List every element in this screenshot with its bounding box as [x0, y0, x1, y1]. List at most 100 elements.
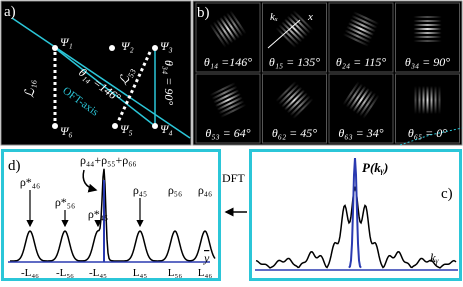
fringe	[283, 18, 306, 40]
fringe	[422, 86, 425, 114]
panel-label: a)	[4, 4, 16, 20]
panel-label: c)	[441, 186, 453, 202]
fringe	[289, 12, 311, 34]
fringe	[292, 97, 314, 120]
fringe	[413, 16, 442, 18]
fringe	[286, 15, 308, 37]
length-label: ℒ₁₆	[22, 80, 37, 98]
fringe	[220, 103, 247, 118]
fringe	[281, 86, 303, 108]
tick-label: L₄₆	[198, 267, 213, 279]
fringes	[413, 16, 442, 42]
peak-label: ρ*₄₆	[20, 175, 40, 189]
state-dot	[109, 45, 115, 51]
tile-label: θ₆₂ = 45°	[272, 126, 317, 140]
state-label: Ψ₆	[60, 124, 73, 138]
fringes	[342, 81, 380, 119]
state-dot	[112, 123, 118, 129]
fringe	[362, 94, 380, 119]
fringe	[434, 86, 437, 114]
fringe	[222, 14, 240, 39]
fringe	[351, 14, 378, 29]
tile-label: θ₆₅ = 0°	[408, 126, 447, 140]
state-label: Ψ₁	[60, 35, 73, 49]
curve-title: P(kᵧ)	[362, 160, 388, 175]
connector	[399, 127, 463, 146]
fringe	[214, 92, 242, 108]
fringe	[413, 28, 442, 30]
fringe	[275, 26, 297, 49]
tile-label: θ₅₃ = 64°	[205, 126, 250, 140]
fringe	[283, 89, 306, 111]
state-dot	[52, 123, 58, 129]
peak-label: ρ₄₆	[198, 183, 212, 197]
axis-line	[267, 19, 301, 49]
fringe	[292, 9, 314, 32]
spectrum-curve	[10, 168, 216, 262]
fringe	[216, 96, 243, 111]
panel-a	[0, 0, 192, 146]
axis-label: x	[307, 11, 313, 23]
fringe	[213, 89, 240, 104]
fringe	[347, 22, 375, 36]
fringe	[278, 24, 300, 46]
fringes	[414, 86, 441, 114]
fringe	[342, 33, 370, 47]
tick-label: L₄₅	[133, 267, 148, 279]
tile	[262, 2, 327, 73]
arrow-label: DFT	[222, 171, 245, 185]
fringe	[414, 86, 417, 114]
tick-label: -L₄₆	[21, 267, 39, 279]
fringe	[413, 36, 442, 38]
fringes	[209, 10, 247, 48]
tile-label: θ₆₃ = 34°	[338, 126, 383, 140]
tile-label: θ₁₅ = 135°	[269, 55, 320, 69]
fringes	[209, 82, 247, 118]
panel-label: d)	[8, 158, 21, 174]
tile	[195, 73, 261, 144]
fringes	[275, 9, 314, 49]
state-label: Ψ₂	[121, 39, 134, 53]
state-label: Ψ₃	[160, 39, 173, 53]
fringe	[430, 86, 433, 114]
fringe	[286, 92, 308, 114]
tile	[328, 2, 394, 73]
fringe	[426, 86, 429, 114]
peak-label: ρ₅₆	[168, 183, 182, 197]
tick-label: -L₄₅	[89, 267, 107, 279]
arrow	[82, 169, 98, 193]
axis-label: y	[203, 251, 210, 265]
link	[54, 47, 156, 127]
axis-label: kᵧ	[430, 250, 439, 265]
dotted-link	[116, 51, 152, 123]
fringe	[349, 85, 367, 110]
fringe	[342, 81, 360, 106]
fringe	[438, 86, 441, 114]
fringe	[275, 80, 297, 103]
fringe	[418, 86, 421, 114]
fringe	[346, 25, 373, 40]
state-label: Ψ₅	[120, 122, 133, 136]
panel-d	[1, 149, 221, 281]
fringe	[358, 92, 377, 117]
fringe	[278, 83, 300, 105]
tile-label: θ₁₄ =146°	[204, 55, 252, 69]
axis-label: kₓ	[270, 11, 278, 23]
fringe	[344, 29, 371, 44]
fringe	[229, 10, 247, 35]
tile-label: θ₃₄ = 90°	[405, 55, 450, 69]
peak-label: ρ*₄₅	[88, 207, 108, 221]
fringe	[355, 90, 373, 115]
fringe	[218, 100, 245, 115]
fringe	[413, 20, 442, 22]
tile-label: θ₂₄ = 115°	[336, 55, 386, 69]
fringe	[219, 16, 237, 42]
fringe	[413, 32, 442, 34]
peak-label: ρ*₅₆	[55, 195, 75, 209]
state-dot	[152, 45, 158, 51]
fringe	[211, 85, 238, 100]
fringes	[342, 11, 380, 47]
fringe	[209, 23, 227, 48]
tile	[262, 73, 327, 144]
